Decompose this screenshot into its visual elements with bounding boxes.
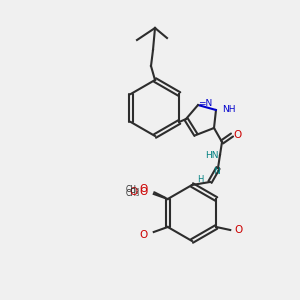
Text: CH₃: CH₃ bbox=[126, 188, 140, 197]
Text: O: O bbox=[140, 230, 148, 240]
Text: O: O bbox=[234, 225, 242, 235]
Text: NH: NH bbox=[222, 106, 236, 115]
Text: CH₃: CH₃ bbox=[126, 185, 140, 194]
Text: N: N bbox=[213, 167, 219, 176]
Text: HN: HN bbox=[205, 151, 219, 160]
Text: =N: =N bbox=[198, 98, 212, 107]
Text: O: O bbox=[140, 184, 148, 194]
Text: H: H bbox=[197, 176, 203, 184]
Text: O: O bbox=[140, 187, 148, 197]
Text: O: O bbox=[233, 130, 241, 140]
Text: O: O bbox=[130, 187, 138, 197]
